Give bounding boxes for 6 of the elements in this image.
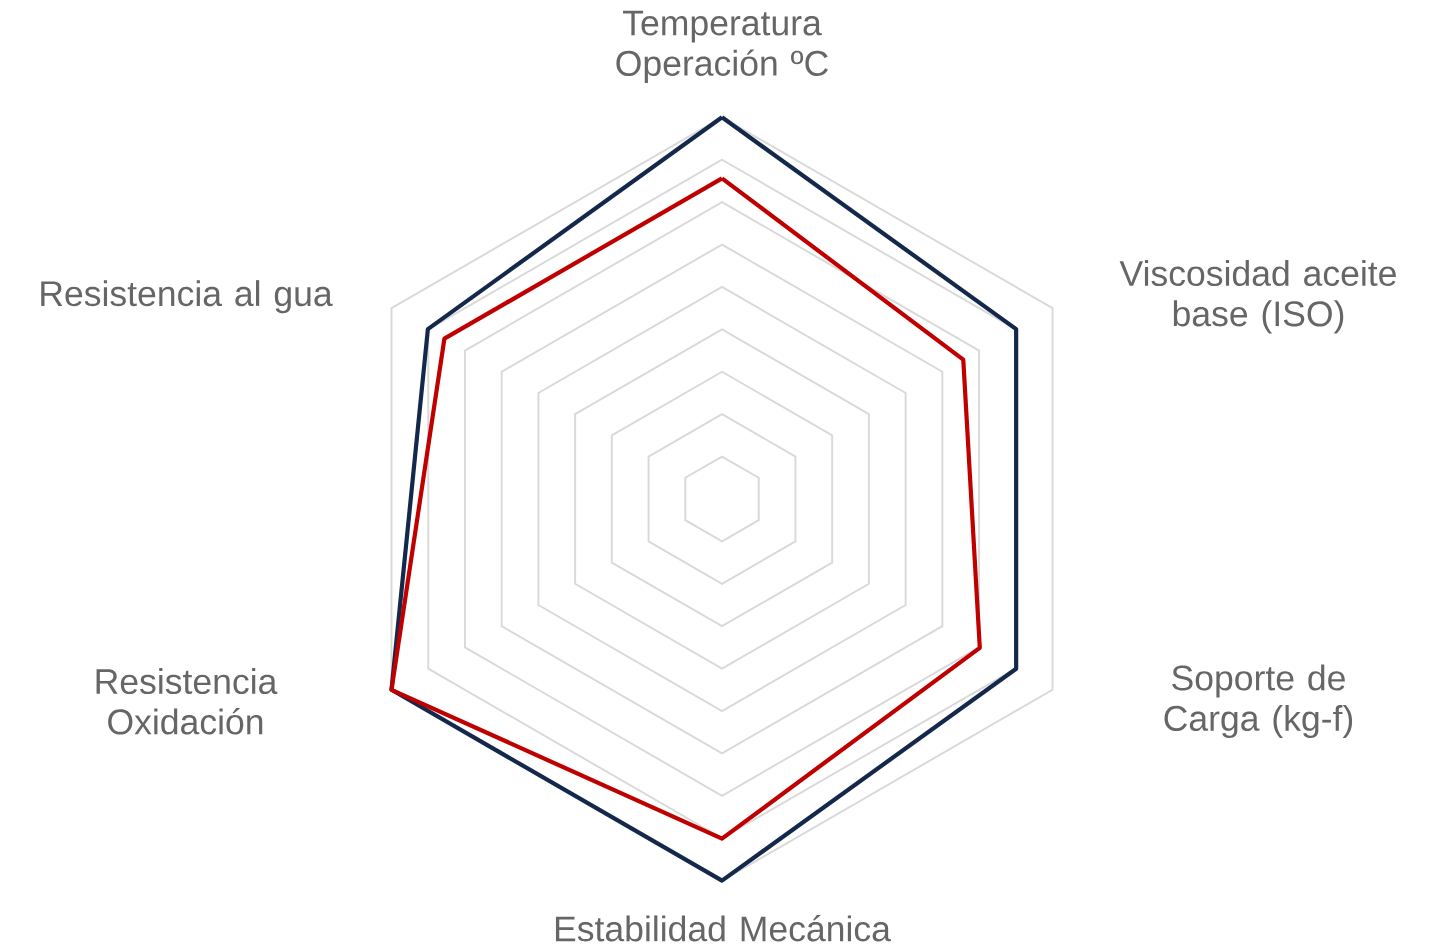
spoke-label: Soporte de Carga (kg-f) [1164,664,1353,738]
spoke-label: Estabilidad Mecánica [555,914,891,942]
spoke-label: Viscosidad aceite base (ISO) [1119,259,1396,334]
spoke-label: Resistencia Oxidación [96,667,278,735]
spoke-label: Temperatura Operación ºC [616,10,828,83]
spoke-label: Resistencia al gua [41,280,333,314]
